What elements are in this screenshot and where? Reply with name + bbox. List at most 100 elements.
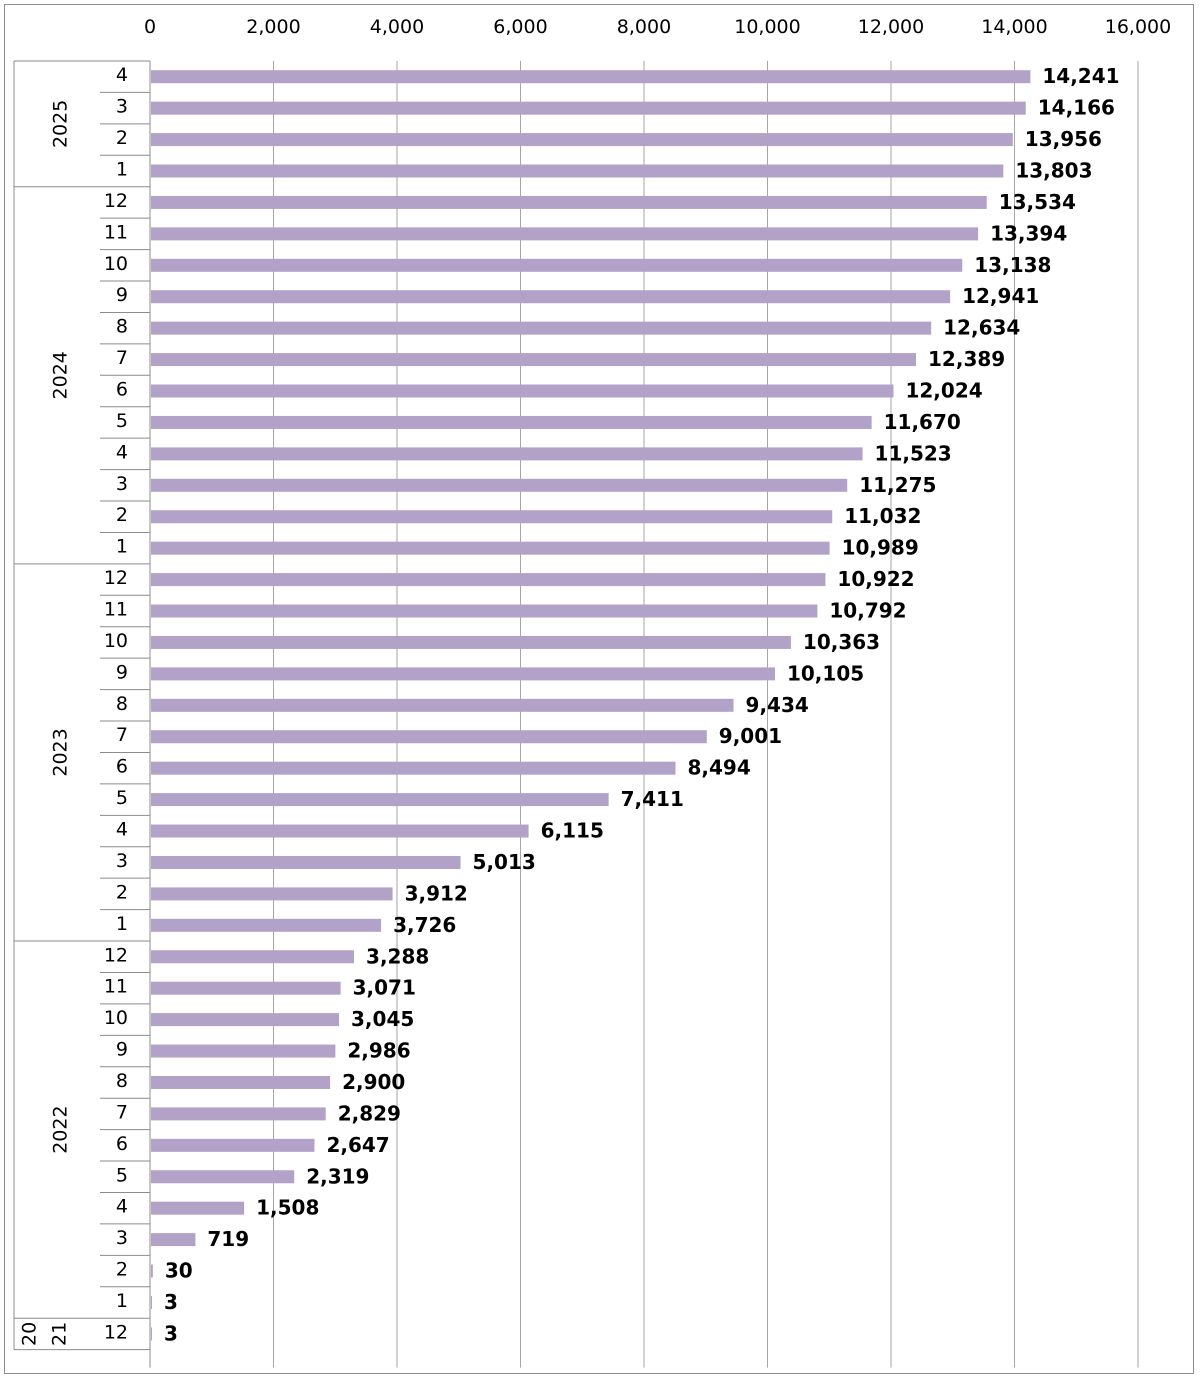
data-label: 10,989 <box>842 536 919 560</box>
month-label: 1 <box>116 536 128 558</box>
bar <box>151 70 1031 84</box>
bar <box>151 384 894 398</box>
data-label: 12,634 <box>943 316 1020 340</box>
data-label: 12,389 <box>928 347 1005 371</box>
month-label: 4 <box>116 1196 128 1218</box>
month-label: 1 <box>116 913 128 935</box>
data-label: 2,900 <box>342 1070 405 1094</box>
month-label: 8 <box>116 693 128 715</box>
month-label: 10 <box>104 253 128 275</box>
data-label: 11,275 <box>859 473 936 497</box>
bar <box>151 1327 152 1341</box>
bar <box>151 353 917 367</box>
data-label: 3,071 <box>353 976 416 1000</box>
data-label: 3 <box>164 1321 178 1345</box>
data-label: 9,001 <box>719 724 782 748</box>
bar <box>151 981 341 995</box>
month-label: 8 <box>116 316 128 338</box>
bar <box>151 321 932 335</box>
bar <box>151 258 963 272</box>
bar <box>151 887 393 901</box>
month-label: 6 <box>116 379 128 401</box>
data-label: 719 <box>207 1227 249 1251</box>
month-label: 2 <box>116 127 128 149</box>
data-label: 13,394 <box>990 221 1067 245</box>
bar <box>151 1107 326 1121</box>
x-tick-label: 0 <box>144 16 156 38</box>
data-label: 14,166 <box>1038 96 1115 120</box>
category-axis: 4321202512111098765432120241211109876543… <box>14 64 150 1346</box>
data-label: 10,922 <box>837 567 914 591</box>
data-label: 11,032 <box>844 504 921 528</box>
month-label: 5 <box>116 1164 128 1186</box>
month-label: 3 <box>116 96 128 118</box>
month-label: 3 <box>116 473 128 495</box>
month-label: 11 <box>104 976 128 998</box>
month-label: 9 <box>116 284 128 306</box>
month-label: 7 <box>116 1101 128 1123</box>
month-label: 5 <box>116 787 128 809</box>
data-label: 9,434 <box>746 693 809 717</box>
bar <box>151 195 987 209</box>
month-label: 4 <box>116 819 128 841</box>
bar <box>151 133 1013 147</box>
bar <box>151 604 818 618</box>
data-label: 10,105 <box>787 661 864 685</box>
bar <box>151 1201 245 1215</box>
month-label: 6 <box>116 756 128 778</box>
year-label: 2022 <box>50 1105 72 1153</box>
data-label: 11,670 <box>884 410 961 434</box>
x-tick-label: 10,000 <box>734 16 800 38</box>
axes <box>13 60 151 1368</box>
data-label: 3 <box>164 1290 178 1314</box>
bar <box>151 1013 340 1027</box>
data-label: 3,726 <box>393 913 456 937</box>
bar <box>151 478 848 492</box>
data-label: 2,647 <box>326 1133 389 1157</box>
year-label: 2025 <box>50 100 72 148</box>
bar <box>151 510 833 524</box>
data-label: 5,013 <box>473 850 536 874</box>
month-label: 10 <box>104 1007 128 1029</box>
data-label: 13,956 <box>1025 127 1102 151</box>
data-label: 12,941 <box>962 284 1039 308</box>
month-label: 5 <box>116 410 128 432</box>
x-tick-label: 4,000 <box>370 16 424 38</box>
bar <box>151 635 791 649</box>
data-label: 6,115 <box>541 819 604 843</box>
month-label: 7 <box>116 724 128 746</box>
bar <box>151 164 1004 178</box>
data-label: 11,523 <box>875 441 952 465</box>
x-tick-label: 8,000 <box>617 16 671 38</box>
month-label: 3 <box>116 850 128 872</box>
month-label: 2 <box>116 881 128 903</box>
data-label: 3,912 <box>405 881 468 905</box>
bar <box>151 667 775 681</box>
month-label: 9 <box>116 1039 128 1061</box>
year-label: 2023 <box>50 728 72 776</box>
data-label: 2,319 <box>306 1164 369 1188</box>
bar <box>151 541 830 555</box>
data-label: 7,411 <box>621 787 684 811</box>
bar <box>151 573 826 587</box>
month-label: 4 <box>116 441 128 463</box>
x-tick-label: 2,000 <box>246 16 300 38</box>
data-label: 13,138 <box>974 253 1051 277</box>
data-label: 3,045 <box>351 1007 414 1031</box>
bar <box>151 415 872 429</box>
data-label: 10,792 <box>829 599 906 623</box>
bar <box>151 950 355 964</box>
month-label: 10 <box>104 630 128 652</box>
month-label: 6 <box>116 1133 128 1155</box>
month-label: 7 <box>116 347 128 369</box>
month-label: 12 <box>104 1321 128 1343</box>
month-label: 2 <box>116 1259 128 1281</box>
data-label: 12,024 <box>905 379 982 403</box>
bar <box>151 290 951 304</box>
month-label: 3 <box>116 1227 128 1249</box>
bar <box>151 824 529 838</box>
data-labels: 14,241 14,166 13,956 13,803 13,534 13,394 13,1… <box>164 64 1120 1345</box>
data-label: 13,803 <box>1015 159 1092 183</box>
year-label: 20 <box>19 1322 41 1346</box>
